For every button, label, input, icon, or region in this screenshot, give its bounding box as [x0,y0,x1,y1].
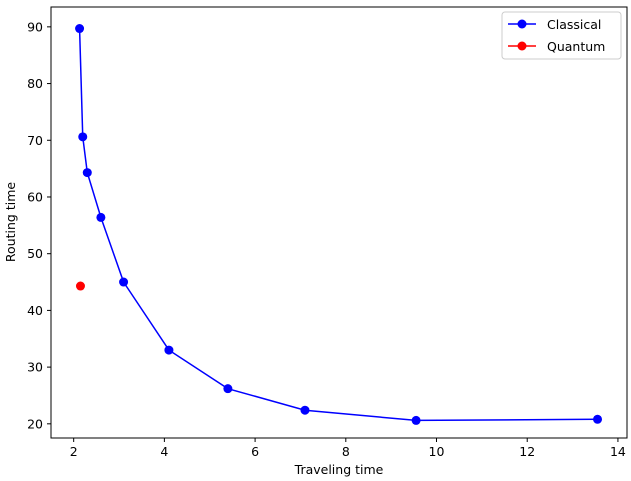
y-tick-label: 80 [27,76,43,91]
plot-content [75,24,603,425]
legend-marker-classical [517,19,527,29]
x-tick-label: 2 [70,444,78,459]
data-point-classical [96,212,106,222]
y-tick-label: 70 [27,133,43,148]
legend-marker-quantum [517,41,527,51]
data-point-quantum [75,281,85,291]
x-tick-label: 10 [429,444,445,459]
y-tick-label: 90 [27,19,43,34]
data-point-classical [223,384,233,394]
x-tick-label: 12 [519,444,535,459]
y-axis: 20 30 40 50 60 70 80 90 [27,19,51,431]
legend-label-quantum: Quantum [547,39,605,54]
x-axis-label: Traveling time [294,462,384,477]
legend-label-classical: Classical [547,17,601,32]
y-tick-label: 20 [27,416,43,431]
y-tick-label: 50 [27,246,43,261]
data-point-classical [119,277,129,287]
data-point-classical [82,168,92,178]
x-tick-label: 6 [251,444,259,459]
y-tick-label: 60 [27,189,43,204]
series-line-classical [78,28,598,422]
x-axis: 2 4 6 8 10 12 14 [70,438,626,459]
data-point-classical [300,405,310,415]
y-tick-label: 30 [27,360,43,375]
x-tick-label: 4 [160,444,168,459]
y-tick-label: 40 [27,303,43,318]
x-tick-label: 14 [610,444,626,459]
x-tick-label: 8 [342,444,350,459]
data-point-classical [75,24,85,34]
data-point-classical [411,415,421,425]
data-point-classical [164,345,174,355]
legend: Classical Quantum [501,11,622,60]
plot-frame [50,6,628,439]
y-axis-label: Routing time [3,182,18,262]
data-point-classical [78,132,88,142]
data-point-classical [593,414,603,424]
